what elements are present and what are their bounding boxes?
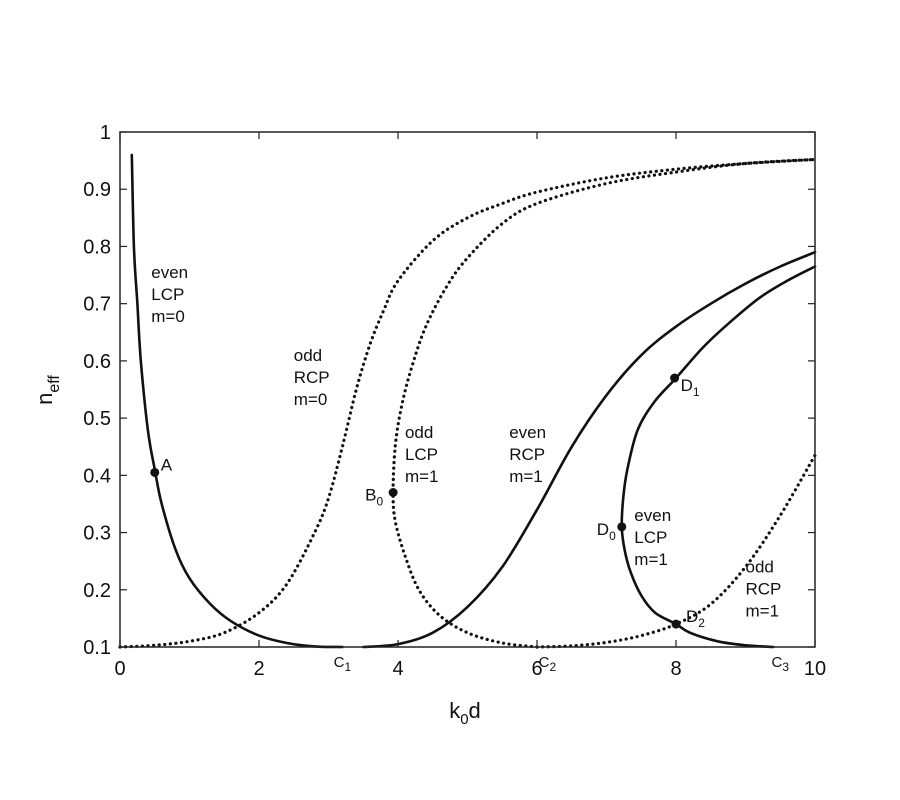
y-tick-label: 0.1 xyxy=(83,637,111,659)
x-tick-label: 2 xyxy=(253,658,264,680)
x-tick-label: 10 xyxy=(804,658,826,680)
axis-marker-c1: C1 xyxy=(334,654,352,674)
x-tick-label: 4 xyxy=(392,658,403,680)
y-tick-label: 0.2 xyxy=(83,580,111,602)
series-line-6-dotted xyxy=(535,453,817,649)
curve-annotation-1: even LCP m=0 xyxy=(151,263,188,326)
y-tick-label: 1 xyxy=(100,122,111,144)
point-label-d2: D2 xyxy=(686,607,705,630)
axis-marker-c3: C3 xyxy=(771,654,789,674)
curve-annotation-4: even RCP m=1 xyxy=(509,423,546,486)
series-line-1-solid xyxy=(130,153,344,649)
curve-annotation-2: odd RCP m=0 xyxy=(294,346,330,409)
x-axis-title: k0d xyxy=(449,698,481,728)
point-label-d0: D0 xyxy=(597,520,616,543)
point-label-a: A xyxy=(161,455,173,474)
series-line-2-dotted xyxy=(118,157,817,649)
y-axis-title: neff xyxy=(32,375,63,405)
point-marker-a xyxy=(150,467,160,477)
y-tick-label: 0.6 xyxy=(83,351,111,373)
y-tick-label: 0.5 xyxy=(83,408,111,430)
series-layer xyxy=(118,153,817,649)
curve-annotation-6: odd RCP m=1 xyxy=(746,558,782,621)
series-line-3-dotted xyxy=(391,157,817,649)
axis-marker-c2: C2 xyxy=(539,654,557,674)
point-label-b0: B0 xyxy=(365,486,383,509)
annotation-layer: even LCP m=0 odd RCP m=0 odd LCP m=1 even RCP m=1 ev… xyxy=(151,263,781,621)
series-line-4-solid xyxy=(362,250,817,649)
point-label-d1: D1 xyxy=(681,376,700,399)
y-tick-label: 0.8 xyxy=(83,236,111,258)
point-marker-d1 xyxy=(670,373,680,383)
x-tick-label: 8 xyxy=(670,658,681,680)
tick-layer: 0 2 4 6 8 10 0.1 0.2 0.3 0.4 0.5 0.6 0.7 0.8 0.9 1 xyxy=(83,122,826,680)
plot-frame xyxy=(119,131,816,648)
curve-annotation-5: even LCP m=1 xyxy=(634,506,671,569)
y-tick-label: 0.4 xyxy=(83,465,111,487)
curve-annotation-3: odd LCP m=1 xyxy=(405,423,439,486)
point-marker-d0 xyxy=(617,522,627,532)
y-tick-label: 0.7 xyxy=(83,294,111,316)
marked-points-layer: A B0 D1 D0 D2 C1 C2 C3 xyxy=(150,373,789,674)
y-tick-label: 0.9 xyxy=(83,179,111,201)
series-line-5-solid xyxy=(620,265,817,649)
y-tick-label: 0.3 xyxy=(83,523,111,545)
point-marker-b0 xyxy=(388,488,398,497)
x-tick-label: 0 xyxy=(114,658,125,680)
point-marker-d2 xyxy=(671,619,681,629)
x-tick-label: 6 xyxy=(531,658,542,680)
